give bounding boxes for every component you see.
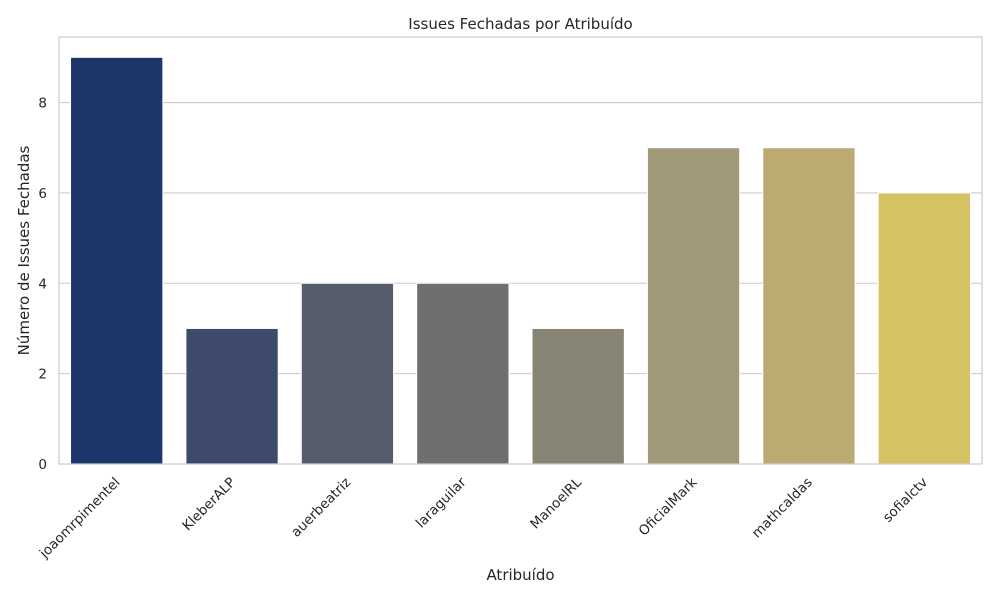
x-tick-label: sofialctv bbox=[880, 475, 931, 526]
bar-laraguilar bbox=[416, 282, 510, 465]
chart-title: Issues Fechadas por Atribuído bbox=[408, 15, 632, 33]
y-tick-label: 2 bbox=[38, 367, 47, 383]
bar-joaomrpimentel bbox=[70, 56, 164, 465]
plot-frame bbox=[58, 36, 983, 465]
y-tick-label: 8 bbox=[38, 96, 47, 112]
y-tick-label: 4 bbox=[38, 276, 47, 292]
y-axis-label: Número de Issues Fechadas bbox=[15, 145, 33, 355]
x-axis-label: Atribuído bbox=[486, 566, 554, 584]
x-tick-label: joaomrpimentel bbox=[36, 475, 124, 563]
bar-sofialctv bbox=[877, 192, 971, 465]
x-tick-label: OficialMark bbox=[636, 474, 701, 539]
bars bbox=[70, 56, 971, 465]
y-tick-label: 0 bbox=[38, 457, 47, 473]
bar-ManoelRL bbox=[531, 327, 625, 465]
y-tick-label: 6 bbox=[38, 186, 47, 202]
y-tick-labels: 0 2 4 6 8 bbox=[38, 96, 47, 473]
x-tick-label: auerbeatriz bbox=[288, 475, 354, 541]
bar-OficialMark bbox=[646, 147, 741, 465]
x-tick-label: mathcaldas bbox=[749, 475, 816, 542]
x-tick-label: ManoelRL bbox=[527, 474, 585, 532]
x-tick-label: KleberALP bbox=[179, 475, 239, 535]
bar-mathcaldas bbox=[762, 147, 856, 465]
x-tick-label: laraguilar bbox=[413, 474, 470, 531]
x-tick-labels: joaomrpimentel KleberALP auerbeatriz laragu… bbox=[36, 474, 931, 562]
bar-KleberALP bbox=[185, 327, 279, 465]
bar-auerbeatriz bbox=[300, 282, 395, 465]
